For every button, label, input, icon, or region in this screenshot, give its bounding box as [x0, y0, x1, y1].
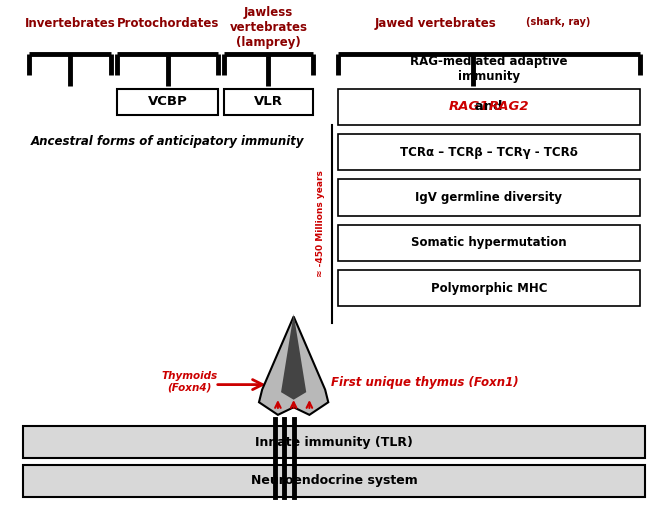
- Text: RAG1: RAG1: [449, 100, 489, 113]
- FancyBboxPatch shape: [117, 89, 218, 115]
- Text: Jawed vertebrates: Jawed vertebrates: [374, 17, 496, 29]
- FancyBboxPatch shape: [225, 89, 312, 115]
- Text: Jawless
vertebrates
(lamprey): Jawless vertebrates (lamprey): [229, 7, 307, 49]
- Text: First unique thymus (Foxn1): First unique thymus (Foxn1): [331, 376, 519, 388]
- FancyBboxPatch shape: [338, 225, 640, 261]
- Text: Ancestral forms of anticipatory immunity: Ancestral forms of anticipatory immunity: [31, 135, 305, 148]
- Text: VCBP: VCBP: [148, 95, 187, 108]
- Text: VLR: VLR: [254, 95, 283, 108]
- Text: and: and: [471, 100, 508, 113]
- Text: RAG-mediated adaptive
immunity: RAG-mediated adaptive immunity: [410, 55, 568, 84]
- Text: Somatic hypermutation: Somatic hypermutation: [411, 236, 567, 249]
- Text: TCRα – TCRβ – TCRγ - TCRδ: TCRα – TCRβ – TCRγ - TCRδ: [400, 146, 578, 159]
- Text: ≈ -450 Millions years: ≈ -450 Millions years: [316, 170, 326, 277]
- Text: Thymoids
(Foxn4): Thymoids (Foxn4): [161, 371, 217, 393]
- FancyBboxPatch shape: [338, 270, 640, 306]
- FancyBboxPatch shape: [338, 179, 640, 215]
- Text: Neuroendocrine system: Neuroendocrine system: [251, 475, 417, 487]
- FancyBboxPatch shape: [23, 465, 645, 496]
- Text: (shark, ray): (shark, ray): [526, 17, 590, 26]
- Text: RAG2: RAG2: [489, 100, 529, 113]
- Text: Protochordates: Protochordates: [117, 17, 219, 29]
- FancyBboxPatch shape: [338, 134, 640, 170]
- Text: IgV germline diversity: IgV germline diversity: [415, 191, 562, 204]
- Text: Invertebrates: Invertebrates: [25, 17, 115, 29]
- Polygon shape: [259, 316, 328, 415]
- FancyBboxPatch shape: [338, 89, 640, 125]
- Text: Polymorphic MHC: Polymorphic MHC: [431, 282, 547, 295]
- FancyBboxPatch shape: [23, 426, 645, 458]
- Text: Innate immunity (TLR): Innate immunity (TLR): [255, 436, 413, 449]
- Polygon shape: [281, 314, 306, 400]
